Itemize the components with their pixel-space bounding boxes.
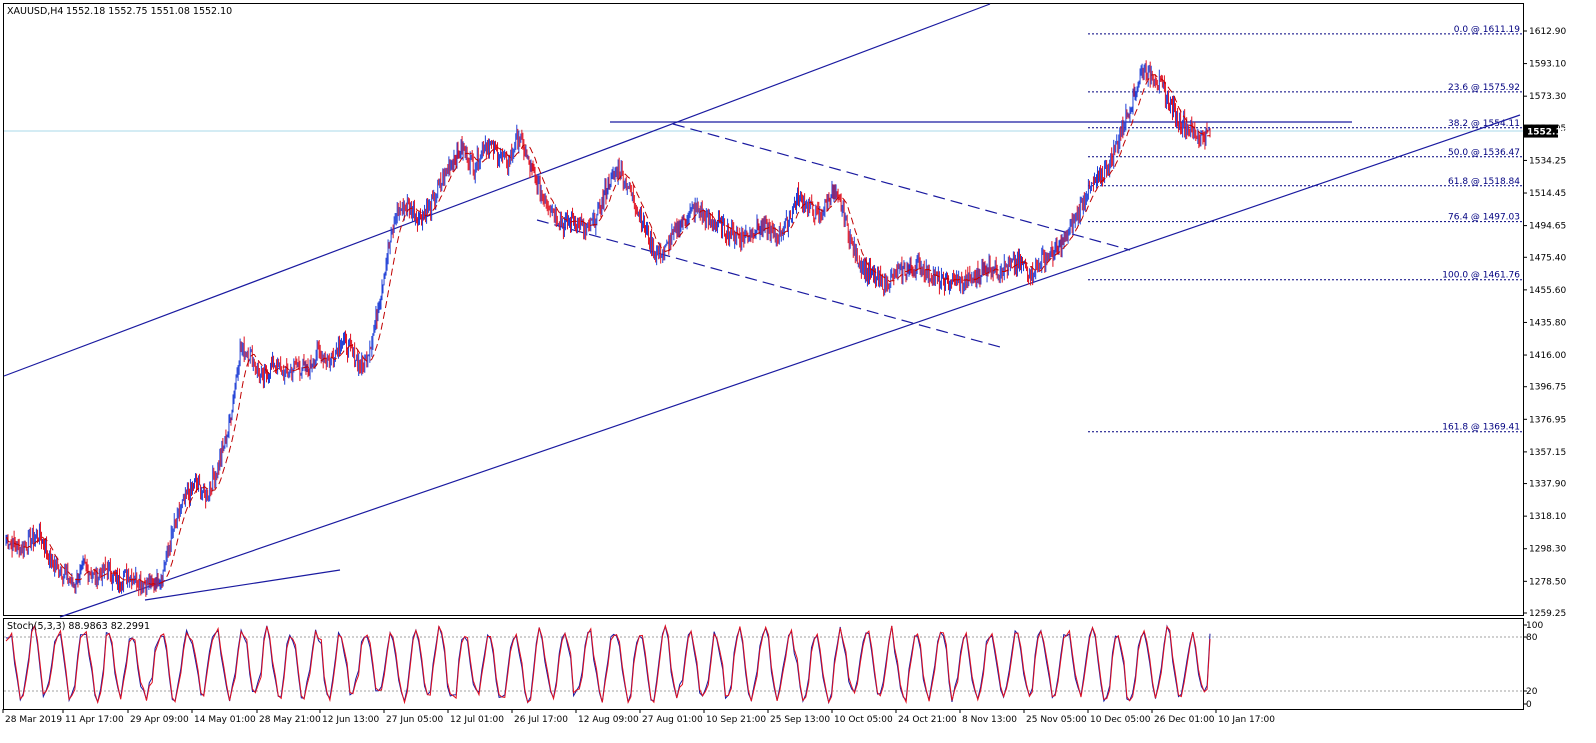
time-tick-label: 28 Mar 2019: [5, 715, 62, 725]
trend-lines: [3, 3, 1521, 618]
fib-level-label: 100.0 @ 1461.76: [1442, 271, 1520, 281]
price-tick-label: 1416.00: [1529, 351, 1566, 361]
time-tick-label: 10 Dec 05:00: [1090, 715, 1151, 725]
stoch-tick-80: 80: [1526, 633, 1538, 643]
time-tick-label: 27 Jun 05:00: [386, 715, 443, 725]
time-tick-label: 26 Dec 01:00: [1154, 715, 1215, 725]
fib-level-label: 0.0 @ 1611.19: [1454, 25, 1521, 35]
time-tick-label: 25 Sep 13:00: [770, 715, 830, 725]
time-tick-label: 12 Jul 01:00: [450, 715, 504, 725]
time-tick-label: 28 May 21:00: [259, 715, 321, 725]
time-tick-label: 10 Sep 21:00: [706, 715, 766, 725]
price-tick-label: 1298.30: [1529, 545, 1566, 555]
price-tick-label: 1593.10: [1529, 60, 1566, 70]
current-price-badge: 1552.10: [1524, 124, 1568, 138]
time-tick-label: 8 Nov 13:00: [962, 715, 1017, 725]
wedge-lower-line: [536, 219, 1001, 348]
time-tick-label: 14 May 01:00: [194, 715, 256, 725]
price-tick-label: 1337.90: [1529, 480, 1566, 490]
stoch-tick-100: 100: [1526, 621, 1543, 631]
time-tick-label: 24 Oct 21:00: [898, 715, 957, 725]
price-tick-label: 1396.75: [1529, 383, 1566, 393]
stoch-tick-0: 0: [1526, 700, 1532, 710]
price-tick-label: 1475.40: [1529, 253, 1566, 263]
stoch-main-line: [5, 624, 1211, 705]
price-tick-label: 1357.15: [1529, 448, 1566, 458]
time-tick-label: 26 Jul 17:00: [514, 715, 568, 725]
time-tick-label: 11 Apr 17:00: [65, 715, 124, 725]
fib-level-label: 23.6 @ 1575.92: [1448, 83, 1520, 93]
time-tick-label: 12 Aug 09:00: [578, 715, 639, 725]
symbol-label: XAUUSD,H4: [7, 6, 63, 17]
price-tick-label: 1612.90: [1529, 27, 1566, 37]
current-price-text: 1552.10: [1527, 128, 1568, 138]
time-tick-label: 10 Oct 05:00: [834, 715, 893, 725]
wedge-upper-line: [672, 123, 1131, 251]
fib-level-label: 61.8 @ 1518.84: [1448, 177, 1520, 187]
stoch-signal-line: [5, 624, 1211, 705]
channel-upper-line: [3, 3, 991, 377]
price-tick-label: 1376.95: [1529, 415, 1566, 425]
support-line: [144, 569, 341, 601]
price-tick-label: 1573.30: [1529, 92, 1566, 102]
time-tick-label: 29 Apr 09:00: [130, 715, 189, 725]
price-tick-label: 1514.45: [1529, 189, 1566, 199]
price-tick-label: 1259.25: [1529, 609, 1566, 619]
stoch-axis: 100 80 20 0: [1523, 621, 1543, 710]
stoch-tick-20: 20: [1526, 687, 1538, 697]
price-panel-frame: [3, 3, 1524, 616]
channel-lower-line: [59, 114, 1521, 618]
price-tick-label: 1494.65: [1529, 222, 1566, 232]
candles: [5, 60, 1211, 597]
price-tick-label: 1534.25: [1529, 156, 1566, 166]
price-tick-label: 1455.60: [1529, 286, 1566, 296]
time-tick-label: 27 Aug 01:00: [642, 715, 703, 725]
stoch-label: Stoch(5,3,3) 88.9863 82.2991: [7, 621, 150, 632]
moving-average-line: [5, 74, 1211, 585]
time-tick-label: 25 Nov 05:00: [1026, 715, 1087, 725]
price-tick-label: 1435.80: [1529, 318, 1566, 328]
fib-level-label: 76.4 @ 1497.03: [1448, 213, 1520, 223]
price-tick-label: 1278.50: [1529, 577, 1566, 587]
fibonacci-levels: 0.0 @ 1611.19 23.6 @ 1575.92 38.2 @ 1554.1…: [1088, 25, 1523, 433]
fib-level-label: 161.8 @ 1369.41: [1442, 423, 1520, 433]
fib-level-label: 50.0 @ 1536.47: [1448, 148, 1520, 158]
time-tick-label: 10 Jan 17:00: [1218, 715, 1275, 725]
price-tick-label: 1318.10: [1529, 512, 1566, 522]
stoch-panel-frame: [3, 618, 1524, 710]
time-axis: 28 Mar 2019 11 Apr 17:00 29 Apr 09:00 14 Ma…: [2, 709, 1275, 725]
fib-level-label: 38.2 @ 1554.11: [1448, 119, 1520, 129]
price-axis: 1612.901593.101573.301554.051534.251514.…: [1523, 27, 1566, 619]
time-tick-label: 12 Jun 13:00: [322, 715, 379, 725]
ohlc-readout: 1552.18 1552.75 1551.08 1552.10: [66, 6, 232, 17]
